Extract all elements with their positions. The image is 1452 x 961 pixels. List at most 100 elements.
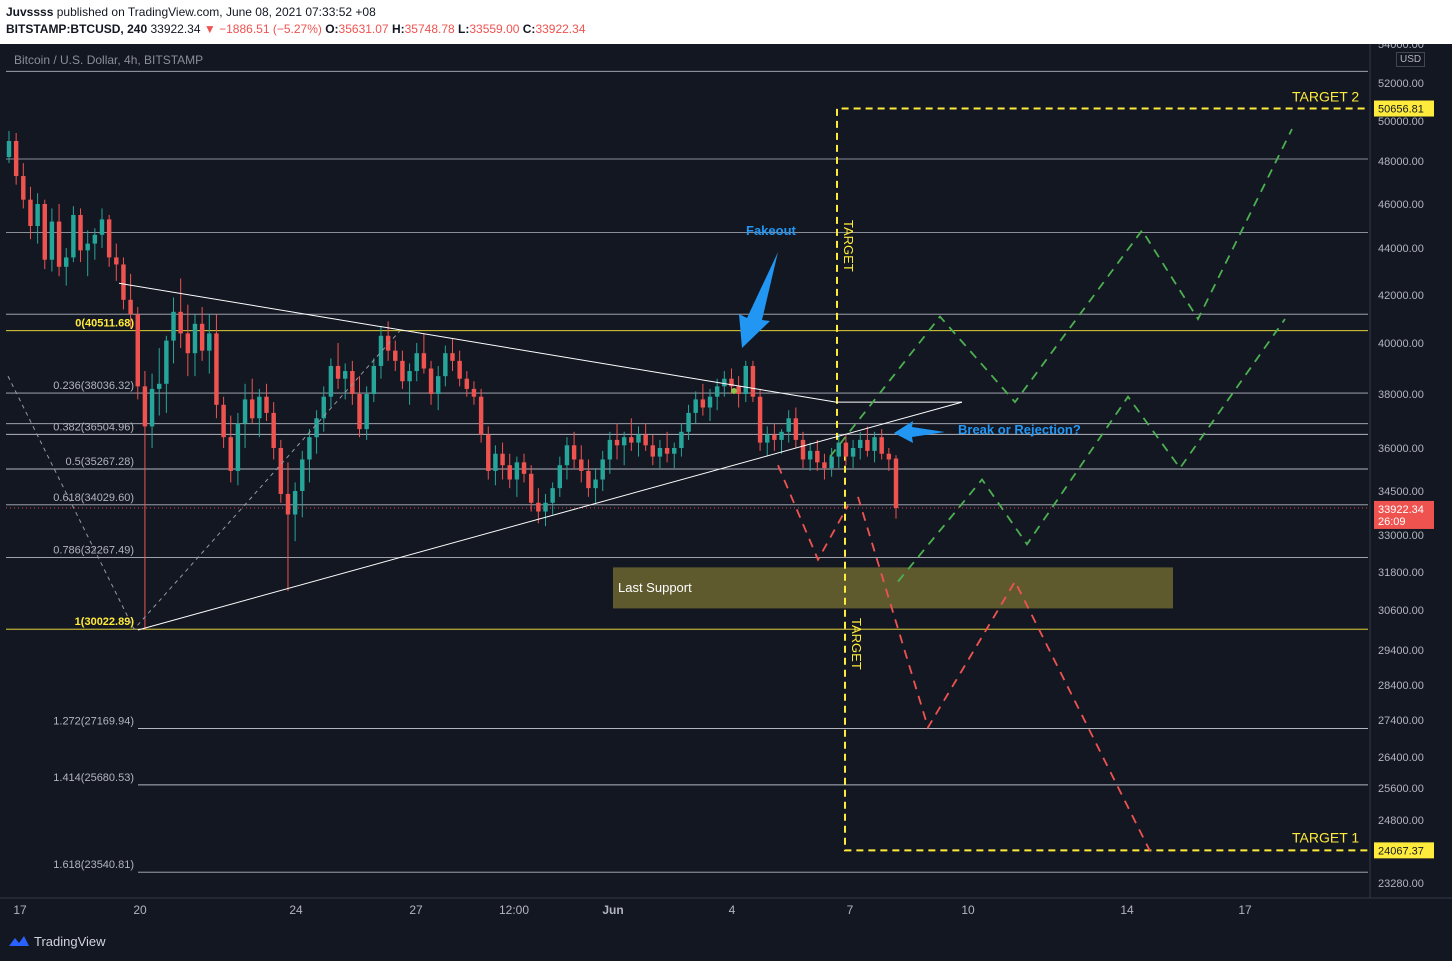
candle-body — [321, 396, 326, 419]
candle-body — [257, 396, 262, 419]
candle-body — [271, 412, 276, 448]
candle-body — [629, 437, 634, 443]
price-tick-label: 50000.00 — [1378, 116, 1424, 128]
candle-body — [786, 418, 791, 432]
candle-body — [292, 491, 298, 515]
ohlc-line: BITSTAMP:BTCUSD, 240 33922.34 ▼ −1886.51… — [6, 22, 586, 36]
publish-line: Juvssss published on TradingView.com, Ju… — [6, 5, 376, 19]
candle-body — [421, 353, 427, 369]
price-tick-label: 33000.00 — [1378, 530, 1424, 542]
candle-body — [92, 234, 98, 244]
candle-body — [657, 448, 663, 457]
chart-title: Bitcoin / U.S. Dollar, 4h, BITSTAMP — [14, 53, 203, 67]
candle-body — [700, 399, 706, 408]
candle-body — [13, 141, 19, 177]
candle-body — [879, 437, 884, 454]
candle-body — [142, 386, 148, 427]
price-tick-label: 48000.00 — [1378, 156, 1424, 168]
triangle-lower-line — [137, 401, 963, 631]
fib-label: 1.272(27169.94) — [53, 716, 134, 728]
last-price-text: 33922.34 — [150, 22, 201, 36]
signal-dot — [731, 388, 737, 394]
candle-body — [564, 445, 570, 466]
candle-body — [865, 439, 870, 451]
candle-body — [71, 215, 76, 258]
fib-label: 1.414(25680.53) — [53, 772, 134, 784]
candle-body — [779, 431, 784, 440]
candle-body — [164, 340, 169, 384]
candle-body — [607, 439, 613, 460]
candle-body — [214, 333, 219, 405]
footer-brand[interactable]: TradingView — [34, 934, 106, 949]
candle-body — [757, 396, 763, 443]
candle-body — [342, 371, 348, 379]
candle-body — [729, 378, 734, 387]
candle-body — [21, 176, 26, 200]
fib-label: 0.786(32267.49) — [53, 545, 134, 557]
candle-body — [457, 360, 462, 379]
triangle-upper-line — [118, 282, 837, 403]
price-tick-label: 23280.00 — [1378, 878, 1424, 890]
candle-body — [807, 450, 813, 460]
candle-body — [693, 399, 698, 413]
time-tick-label: 12:00 — [499, 903, 529, 917]
publisher-name[interactable]: Juvssss — [6, 5, 54, 19]
fib-label: 0.5(35267.28) — [66, 456, 135, 468]
green-projection-a — [829, 128, 1293, 458]
candle-body — [707, 396, 713, 408]
support-zone — [613, 567, 1173, 609]
candle-body — [64, 257, 69, 267]
candle-body — [672, 448, 677, 454]
candle-body — [872, 437, 877, 451]
high-value: 35748.78 — [404, 22, 455, 36]
red-projection-a — [777, 464, 849, 562]
candle-body — [192, 323, 198, 354]
target-1-label: TARGET 1 — [1292, 829, 1359, 845]
time-tick-label: 20 — [133, 903, 147, 917]
currency-label[interactable]: USD — [1396, 52, 1426, 67]
candle-body — [736, 386, 741, 394]
price-tick-label: 24800.00 — [1378, 815, 1424, 827]
candle-body — [507, 465, 512, 480]
target-vertical-label-upper: TARGET — [841, 220, 856, 272]
price-tick-label: 30600.00 — [1378, 605, 1424, 617]
open-label: O: — [325, 22, 339, 36]
candle-body — [536, 502, 541, 512]
candle-body — [893, 458, 899, 508]
footer: TradingView — [0, 922, 1452, 961]
candle-body — [178, 311, 183, 334]
fib-label: 0.382(36504.96) — [53, 421, 134, 433]
candle-body — [235, 423, 241, 471]
candle-body — [493, 453, 498, 471]
candle-body — [858, 439, 863, 448]
price-tick-label: 26400.00 — [1378, 752, 1424, 764]
candle-body — [772, 434, 777, 440]
symbol-label[interactable]: BITSTAMP:BTCUSD, 240 — [6, 22, 148, 36]
candle-body — [478, 396, 484, 435]
price-tick-label: 27400.00 — [1378, 715, 1424, 727]
candle-body — [679, 431, 684, 448]
bar-countdown-label: 26:09 — [1378, 516, 1406, 528]
candle-body — [56, 221, 62, 267]
last-price-tag — [1374, 500, 1434, 529]
price-tick-label: 31800.00 — [1378, 567, 1424, 579]
price-tick-label: 29400.00 — [1378, 645, 1424, 657]
candle-body — [557, 465, 563, 489]
target-vertical-label-lower: TARGET — [849, 618, 864, 670]
candle-body — [765, 434, 770, 443]
time-tick-label: 4 — [729, 903, 736, 917]
candle-body — [571, 445, 577, 460]
target-price-tag — [1374, 842, 1434, 859]
price-tick-label: 36000.00 — [1378, 443, 1424, 455]
candle-body — [836, 442, 841, 457]
candle-body — [300, 459, 305, 491]
fib-trend-line — [7, 330, 401, 631]
candle-body — [435, 376, 441, 394]
price-tick-label: 34500.00 — [1378, 486, 1424, 498]
candle-body — [78, 215, 83, 251]
candle-body — [543, 502, 548, 512]
fib-label: 0(40511.68) — [75, 318, 134, 330]
tradingview-logo-icon[interactable] — [8, 934, 30, 948]
candle-body — [307, 437, 312, 460]
